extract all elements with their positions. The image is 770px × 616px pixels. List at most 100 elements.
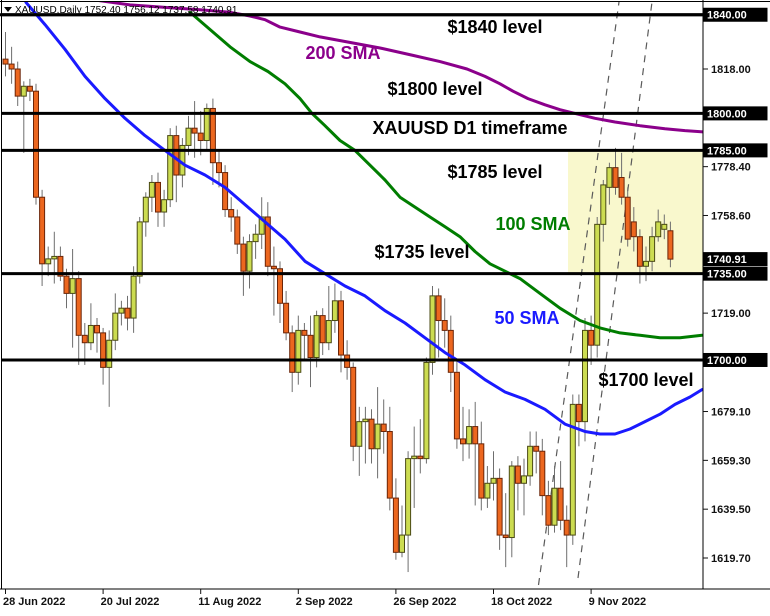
candle-body-bear <box>14 68 21 97</box>
candle-body-bear <box>319 315 326 344</box>
annotation--1800-level[interactable]: $1800 level <box>387 79 482 99</box>
candle <box>527 431 534 486</box>
price-tag <box>703 352 768 367</box>
candle-body-bear <box>545 495 552 526</box>
price-tag-label: 1800.00 <box>707 108 747 120</box>
annotation-50-sma[interactable]: 50 SMA <box>494 308 559 328</box>
candle <box>161 189 168 227</box>
candle-body-bull <box>112 312 119 341</box>
candle <box>643 246 649 282</box>
price-tick-label: 1639.50 <box>711 504 751 516</box>
candle-body-bear <box>197 132 204 142</box>
candle-body-bull <box>142 196 149 223</box>
candle <box>106 330 113 407</box>
candles-layer <box>2 32 674 573</box>
candle <box>368 409 375 464</box>
candle-body-bull <box>508 465 515 539</box>
candle <box>283 290 290 341</box>
candle-body-bull <box>45 258 52 265</box>
candle <box>155 172 161 227</box>
candle <box>392 478 399 560</box>
candle-body-bear <box>618 177 625 198</box>
candle-body-bear <box>124 307 131 319</box>
annotation-200-sma[interactable]: 200 SMA <box>305 43 380 63</box>
highlight-box[interactable] <box>568 150 703 274</box>
plot-area[interactable] <box>0 0 703 586</box>
annotations-layer: $1840 level 200 SMA $1800 level XAUUSD D1 t… <box>305 17 693 390</box>
candle-body-bear <box>453 371 460 440</box>
candle <box>624 187 631 247</box>
candle <box>69 249 76 348</box>
candle <box>362 406 369 464</box>
candle-body-bear <box>667 230 674 260</box>
candle-body-bull <box>325 320 332 344</box>
annotation--1735-level[interactable]: $1735 level <box>374 242 469 262</box>
candle-body-bull <box>106 339 113 368</box>
candle-body-bull <box>527 445 534 477</box>
candle <box>606 162 613 205</box>
candle-body-bull <box>258 216 265 235</box>
candle-body-bear <box>301 329 308 336</box>
annotation-xauusd-d1-timeframe[interactable]: XAUUSD D1 timeframe <box>372 118 567 138</box>
price-axis[interactable]: 1840.00 1818.00 1800.00 1785.00 1778.40 1758.… <box>703 7 768 565</box>
candle-body-bear <box>8 63 15 70</box>
candle <box>417 419 424 474</box>
annotation-100-sma[interactable]: 100 SMA <box>495 214 570 234</box>
candle-body-bear <box>338 300 344 356</box>
candle <box>490 451 497 501</box>
channel-line[interactable] <box>577 2 653 579</box>
annotation--1785-level[interactable]: $1785 level <box>447 162 542 182</box>
candle <box>569 394 576 545</box>
candle-body-bear <box>39 196 46 265</box>
candle-body-bear <box>350 366 357 447</box>
candle <box>75 271 82 365</box>
candle <box>514 456 521 511</box>
price-tick-label: 1818.00 <box>711 64 751 76</box>
candle <box>496 468 503 550</box>
date-tick-label: 18 Oct 2022 <box>491 596 552 608</box>
candle <box>295 315 302 385</box>
price-tag-label: 1735.00 <box>707 269 747 281</box>
candle-body-bear <box>575 403 582 423</box>
date-tick-label: 9 Nov 2022 <box>589 596 646 608</box>
candle <box>112 293 119 351</box>
candle <box>594 216 601 358</box>
candle <box>545 480 552 536</box>
candle <box>563 505 570 568</box>
candle-body-bull <box>130 275 137 319</box>
candle-body-bear <box>417 455 424 460</box>
candle-body-bull <box>87 324 94 344</box>
candle-body-bear <box>222 172 229 211</box>
candle-body-bear <box>539 450 546 497</box>
price-tag <box>703 143 768 158</box>
price-tag <box>703 106 768 121</box>
candle <box>216 150 222 188</box>
candle <box>350 362 357 462</box>
candle <box>533 431 540 474</box>
price-tag <box>703 266 768 281</box>
candle-body-bull <box>643 260 649 267</box>
price-tag-label: 1785.00 <box>707 145 747 157</box>
candle-body-bear <box>2 58 9 65</box>
candle-body-bull <box>136 221 143 277</box>
price-tag-label: 1700.00 <box>707 355 747 367</box>
candle-body-bear <box>173 135 180 176</box>
candle <box>539 438 546 516</box>
time-axis[interactable]: 28 Jun 2022 20 Jul 2022 11 Aug 2022 2 Sep 2… <box>3 589 646 608</box>
chart-title: XAUUSD,Daily 1752.40 1756.12 1737.58 174… <box>15 5 238 16</box>
candle-body-bear <box>283 302 290 334</box>
candle <box>630 207 637 252</box>
chart-menu-marker-icon[interactable] <box>4 7 12 12</box>
candle <box>386 406 393 511</box>
annotation--1700-level[interactable]: $1700 level <box>598 370 693 390</box>
candle-body-bear <box>63 275 70 294</box>
candle-body-bear <box>270 265 277 270</box>
candle <box>33 83 39 205</box>
annotation--1840-level[interactable]: $1840 level <box>447 17 542 37</box>
candle <box>148 175 155 213</box>
candle-body-bull <box>466 426 473 445</box>
candle-body-bull <box>423 361 430 460</box>
date-tick-label: 26 Sep 2022 <box>393 596 456 608</box>
candle-body-bear <box>447 329 454 373</box>
